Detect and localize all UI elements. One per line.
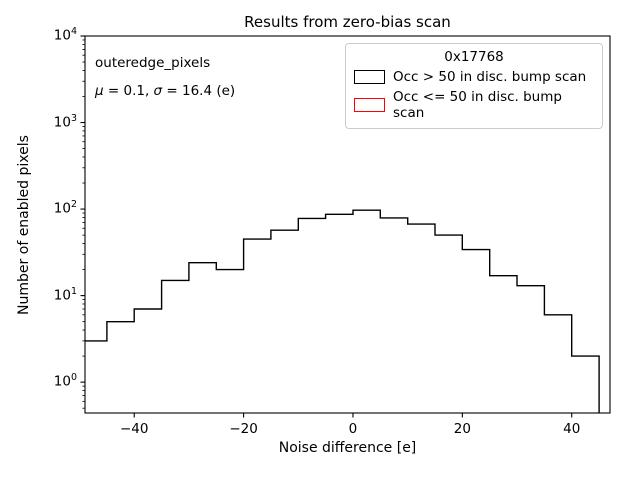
annotation-text: μ bbox=[95, 83, 104, 99]
x-tick-label: 0 bbox=[348, 421, 358, 437]
histogram-series bbox=[85, 209, 600, 413]
annotation-dataset-name: outeredge_pixels bbox=[95, 55, 211, 71]
x-tick-label: 40 bbox=[563, 421, 581, 437]
legend-entry-label: Occ > 50 in disc. bump scan bbox=[393, 69, 587, 85]
x-tick-label: −40 bbox=[119, 421, 149, 437]
black-histogram-swatch-icon bbox=[354, 70, 385, 84]
legend-entry: Occ > 50 in disc. bump scan bbox=[354, 69, 594, 85]
x-tick-label: −20 bbox=[229, 421, 258, 437]
chart-title: Results from zero-bias scan bbox=[244, 13, 451, 31]
legend-entry: Occ <= 50 in disc. bump scan bbox=[354, 89, 594, 121]
x-axis-label: Noise difference [e] bbox=[278, 440, 417, 456]
x-tick-label: 20 bbox=[453, 421, 471, 437]
axes-spines bbox=[84, 35, 611, 414]
y-tick-label: 103 bbox=[53, 112, 77, 130]
annotation-mu-sigma: μ = 0.1, σ = 16.4 (e) bbox=[95, 77, 235, 105]
axes bbox=[80, 35, 611, 418]
y-tick-label: 104 bbox=[53, 25, 77, 44]
annotation-text: σ bbox=[153, 83, 163, 99]
legend-title: 0x17768 bbox=[444, 49, 504, 65]
y-axis-label: Number of enabled pixels bbox=[16, 135, 32, 315]
histogram-step-line bbox=[85, 209, 600, 413]
red-histogram-swatch-icon bbox=[354, 98, 385, 112]
stats-annotation: outeredge_pixels μ = 0.1, σ = 16.4 (e) bbox=[95, 49, 235, 105]
annotation-text: = 0.1, bbox=[103, 83, 154, 99]
y-tick-label: 101 bbox=[53, 285, 77, 303]
y-tick-label: 100 bbox=[53, 371, 77, 390]
annotation-text: = 16.4 (e) bbox=[162, 83, 236, 99]
legend: 0x17768 Occ > 50 in disc. bump scan Occ … bbox=[345, 43, 603, 129]
y-tick-label: 102 bbox=[53, 198, 77, 217]
legend-entry-label: Occ <= 50 in disc. bump scan bbox=[393, 89, 562, 121]
